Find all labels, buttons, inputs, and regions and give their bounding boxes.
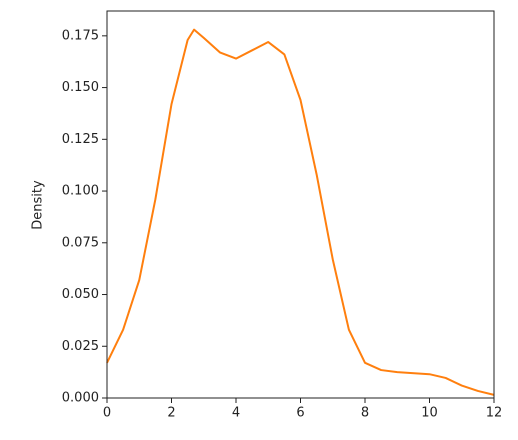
x-tick-label: 4 (232, 406, 240, 421)
y-axis-label: Density (31, 180, 46, 230)
x-tick-label: 6 (296, 406, 304, 421)
x-tick-label: 2 (167, 406, 175, 421)
y-tick-label: 0.175 (62, 28, 99, 43)
x-tick-label: 8 (361, 406, 369, 421)
y-tick-label: 0.125 (62, 132, 99, 147)
density-line (106, 28, 495, 396)
x-tick-label: 10 (421, 406, 438, 421)
y-tick-label: 0.075 (62, 235, 99, 250)
y-tick-label: 0.100 (62, 184, 99, 199)
x-tick-label: 12 (486, 406, 503, 421)
y-tick-label: 0.025 (62, 339, 99, 354)
x-tick-label: 0 (103, 406, 111, 421)
y-tick-label: 0.000 (62, 391, 99, 406)
y-tick-label: 0.050 (62, 287, 99, 302)
plot-frame (106, 10, 495, 399)
y-tick-label: 0.150 (62, 80, 99, 95)
